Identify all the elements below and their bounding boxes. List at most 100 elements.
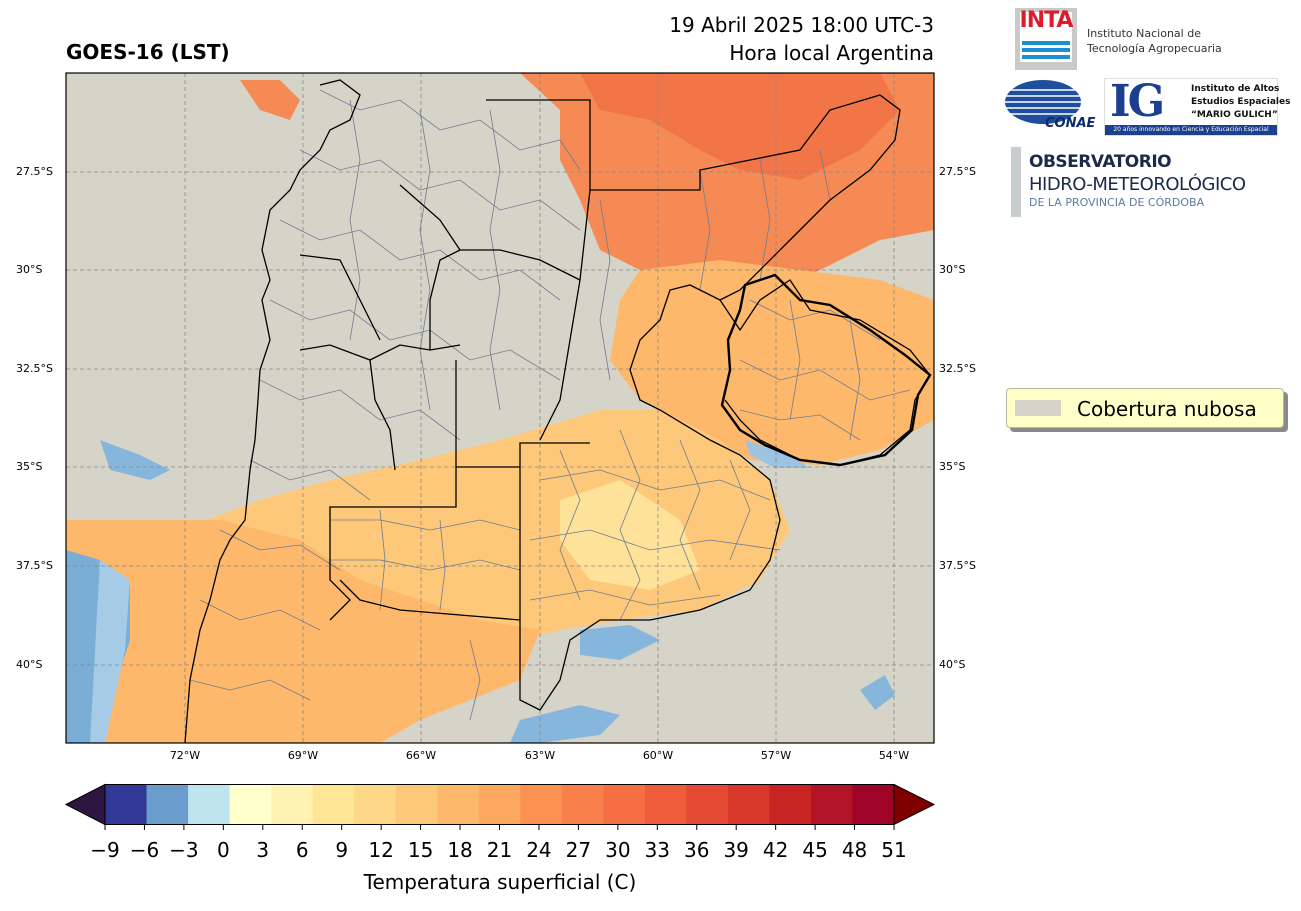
colorbar-tick-label: 3 <box>256 838 270 862</box>
colorbar-cell <box>437 784 480 825</box>
lst-zone-cold-atlantic <box>580 625 660 660</box>
inta-logo-stripe <box>1022 48 1070 52</box>
lst-zone-cold-andes <box>100 440 170 480</box>
lat-label-right: 27.5°S <box>939 165 976 178</box>
colorbar-cell <box>146 784 189 825</box>
lst-zone-northwest <box>240 80 300 120</box>
map-frame <box>65 72 935 744</box>
observatorio-line2: HIDRO-METEOROLÓGICO <box>1029 174 1246 195</box>
colorbar-tick-label: 12 <box>368 838 394 862</box>
ig-name-line1: Instituto de Altos <box>1191 84 1280 94</box>
lon-label: 63°W <box>524 749 556 762</box>
lat-label-left: 27.5°S <box>16 165 53 178</box>
province-boundaries <box>184 79 931 743</box>
colorbar-tick-label: 9 <box>335 838 349 862</box>
colorbar-cell <box>478 784 521 825</box>
colorbar-tick-label: 0 <box>216 838 230 862</box>
lon-label: 57°W <box>760 749 792 762</box>
colorbar-tick-label: 39 <box>723 838 749 862</box>
colorbar-tick-label: −6 <box>129 838 160 862</box>
colorbar-cell <box>810 784 853 825</box>
ig-name-line3: “MARIO GULICH” <box>1191 110 1278 120</box>
legend-swatch-cloud <box>1015 400 1061 416</box>
inta-logo-stripe <box>1022 55 1070 59</box>
observatorio-line1: OBSERVATORIO <box>1029 152 1172 172</box>
lat-label-left: 30°S <box>16 263 43 276</box>
department-boundaries <box>189 89 911 721</box>
lat-label-left: 32.5°S <box>16 362 53 375</box>
lst-zone-patagonia <box>66 520 540 743</box>
lst-map <box>65 72 935 744</box>
colorbar-tick-label: −9 <box>90 838 120 862</box>
legend: Cobertura nubosa <box>1006 388 1284 428</box>
conae-logo <box>1005 80 1081 124</box>
colorbar-cell <box>686 784 729 825</box>
lst-zone-uruguay <box>610 260 934 465</box>
lst-zone-cold-pacific-light <box>90 560 130 743</box>
legend-label-cloud: Cobertura nubosa <box>1077 397 1257 421</box>
lon-label: 54°W <box>878 749 910 762</box>
colorbar-cell <box>769 784 812 825</box>
colorbar-cell <box>644 784 687 825</box>
lat-label-left: 37.5°S <box>16 559 53 572</box>
colorbar-tick-label: 21 <box>486 838 513 862</box>
inta-logo <box>1015 8 1077 70</box>
colorbar-tick-label: 45 <box>802 838 828 862</box>
colorbar-tick-label: 30 <box>605 838 631 862</box>
colorbar-cell <box>271 784 314 825</box>
map-title: GOES-16 (LST) <box>66 40 230 64</box>
colorbar-tick-label: 24 <box>526 838 552 862</box>
colorbar-tick-label: 48 <box>841 838 868 862</box>
inta-name-line2: Tecnología Agropecuaria <box>1087 42 1222 55</box>
map-datetime: 19 Abril 2025 18:00 UTC-3 <box>669 13 934 37</box>
ig-tagline: 20 años innovando en Ciencia y Educación… <box>1105 125 1277 135</box>
uruguay-border <box>720 273 932 467</box>
lat-label-right: 35°S <box>939 460 966 473</box>
lat-label-right: 37.5°S <box>939 559 976 572</box>
colorbar-cell <box>603 784 646 825</box>
colorbar-tick-label: 33 <box>644 838 671 862</box>
colorbar-tick-label: 15 <box>407 838 434 862</box>
colorbar-under-arrow <box>64 783 106 826</box>
conae-logo-word: CONAE <box>1045 116 1096 131</box>
colorbar-tick-label: −3 <box>169 838 199 862</box>
lon-label: 69°W <box>287 749 319 762</box>
lat-label-right: 32.5°S <box>939 362 976 375</box>
ig-logo-word: IG <box>1110 76 1165 127</box>
lat-label-right: 30°S <box>939 263 966 276</box>
colorbar-tick-label: 18 <box>447 838 473 862</box>
colorbar-label: Temperatura superficial (C) <box>363 870 637 894</box>
lst-zone-northeast-hot <box>580 73 900 180</box>
lon-label: 72°W <box>169 749 201 762</box>
colorbar-cell <box>395 784 438 825</box>
inta-name-line1: Instituto Nacional de <box>1087 27 1201 40</box>
lat-label-left: 40°S <box>16 658 43 671</box>
colorbar-over-arrow <box>893 783 936 826</box>
colorbar-tick-label: 42 <box>762 838 789 862</box>
ig-name-line2: Estudios Espaciales <box>1191 97 1291 107</box>
lat-label-left: 35°S <box>16 460 43 473</box>
observatorio-line3: DE LA PROVINCIA DE CÓRDOBA <box>1029 196 1205 209</box>
colorbar-cell <box>312 784 355 825</box>
colorbar-cell <box>105 784 148 825</box>
colorbar-tick-label: 6 <box>295 838 309 862</box>
observatorio-logo-bar <box>1011 147 1021 217</box>
colorbar-cell <box>229 784 272 825</box>
colorbar-cell <box>188 784 231 825</box>
colorbar-tick-label: 36 <box>684 838 710 862</box>
inta-logo-word: INTA <box>1019 8 1074 33</box>
lat-label-right: 40°S <box>939 658 966 671</box>
lon-label: 60°W <box>642 749 674 762</box>
colorbar-cell <box>354 784 397 825</box>
colorbar-tick-label: 27 <box>565 838 592 862</box>
colorbar-cell <box>520 784 563 825</box>
inta-logo-stripe <box>1022 41 1070 45</box>
lst-zone-cold-river-plate <box>745 440 810 468</box>
lst-zone-cold-atlantic-2 <box>510 705 620 743</box>
colorbar-cell <box>852 784 895 825</box>
lst-zone-pampas-light <box>560 480 700 590</box>
colorbar-tick-label: 51 <box>881 838 907 862</box>
lst-zone-cold-atlantic-3 <box>860 675 895 710</box>
colorbar-cell <box>561 784 604 825</box>
map-timezone-label: Hora local Argentina <box>729 41 934 65</box>
